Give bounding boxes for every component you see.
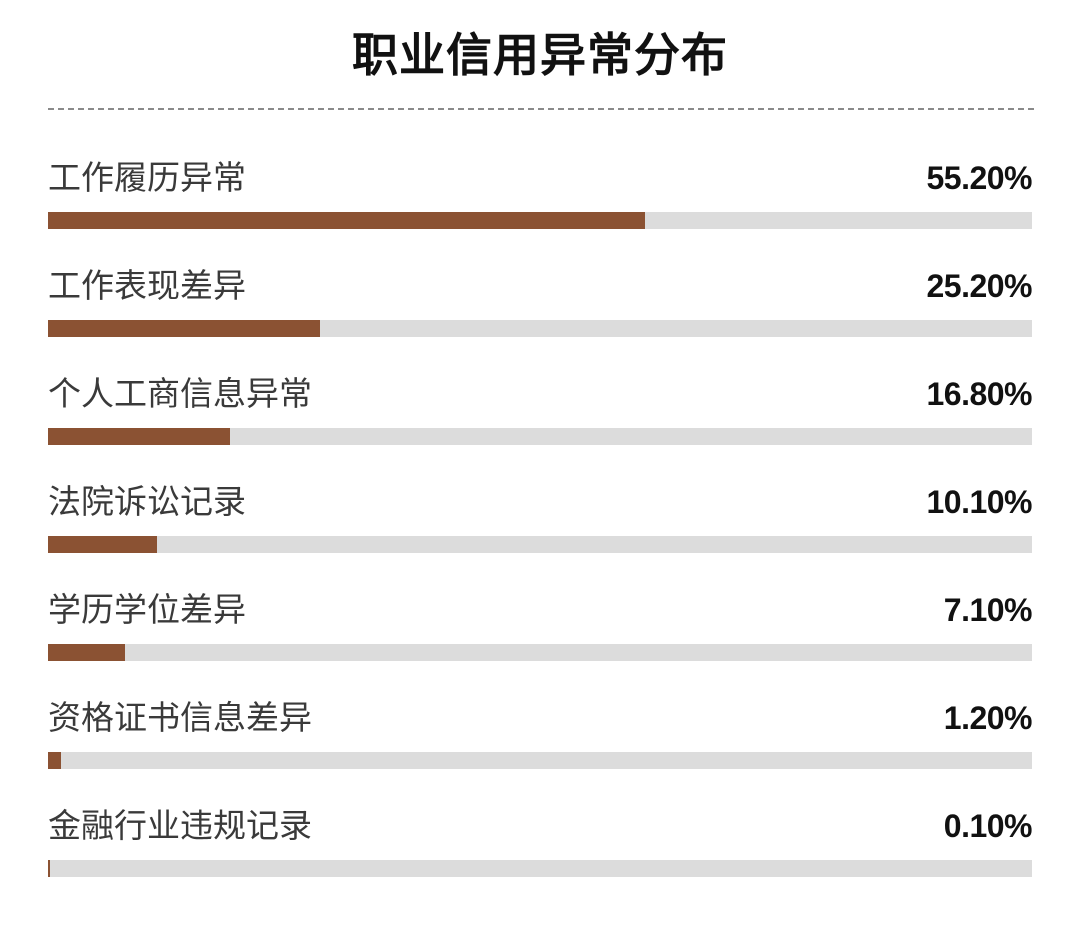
bar-row: 个人工商信息异常 16.80%: [48, 366, 1032, 474]
bar: [48, 644, 125, 661]
title-divider: [48, 108, 1034, 110]
category-label: 金融行业违规记录: [48, 806, 312, 845]
bar-track: [48, 212, 1032, 229]
value-label: 55.20%: [926, 160, 1032, 196]
bar: [48, 320, 321, 337]
bar: [48, 860, 50, 877]
bar-row: 法院诉讼记录 10.10%: [48, 474, 1032, 582]
bar-row: 工作履历异常 55.20%: [48, 150, 1032, 258]
value-label: 25.20%: [926, 268, 1032, 304]
bar-rows: 工作履历异常 55.20% 工作表现差异 25.20% 个人工商信息异常 16.80% 法院…: [48, 150, 1033, 906]
chart-title: 职业信用异常分布: [352, 28, 728, 82]
bar-track: [48, 752, 1032, 769]
value-label: 7.10%: [943, 592, 1033, 628]
bar-row: 工作表现差异 25.20%: [48, 258, 1032, 366]
bar: [48, 428, 230, 445]
bar-track: [48, 536, 1032, 553]
bar-track: [48, 428, 1032, 445]
category-label: 资格证书信息差异: [48, 698, 312, 737]
bar-track: [48, 320, 1032, 337]
value-label: 0.10%: [943, 808, 1033, 844]
bar: [48, 212, 645, 229]
bar-row: 学历学位差异 7.10%: [48, 582, 1033, 690]
category-label: 工作履历异常: [48, 158, 246, 197]
bar-row: 资格证书信息差异 1.20%: [48, 690, 1033, 798]
bar-track: [48, 860, 1032, 877]
category-label: 个人工商信息异常: [48, 374, 312, 413]
bar: [48, 752, 61, 769]
bar: [48, 536, 158, 553]
value-label: 16.80%: [926, 376, 1032, 412]
category-label: 工作表现差异: [48, 266, 246, 305]
category-label: 学历学位差异: [48, 590, 246, 629]
value-label: 1.20%: [943, 700, 1033, 736]
bar-row: 金融行业违规记录 0.10%: [48, 798, 1033, 906]
value-label: 10.10%: [926, 484, 1032, 520]
bar-track: [48, 644, 1032, 661]
category-label: 法院诉讼记录: [48, 482, 246, 521]
